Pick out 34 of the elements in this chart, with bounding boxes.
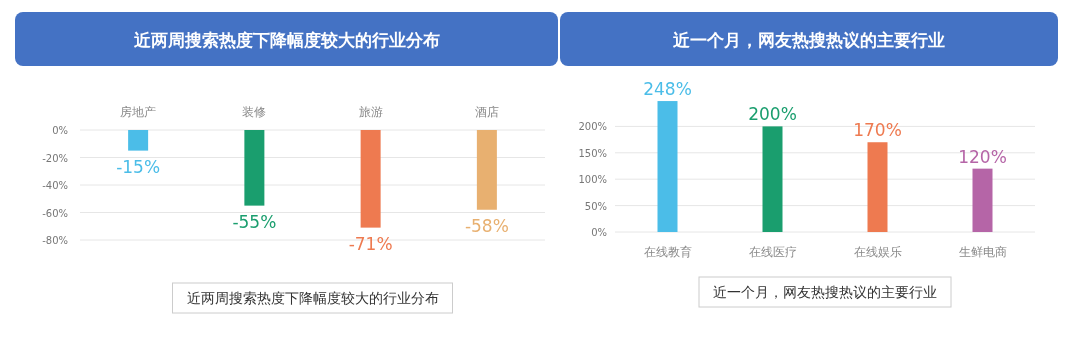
bar xyxy=(762,126,783,232)
x-tick-label: 生鲜电商 xyxy=(958,245,1007,259)
text: 近一个月，网友热搜热议的主要行业 xyxy=(713,284,937,300)
chart-title: 近两周搜索热度下降幅度较大的行业分布 xyxy=(132,30,440,50)
y-tick-label: -40% xyxy=(42,180,68,191)
x-tick-label: 在线娱乐 xyxy=(853,245,902,259)
y-tick-label: 0% xyxy=(591,227,607,238)
y-tick-label: 200% xyxy=(578,121,607,133)
chart-title: 近一个月，网友热搜热议的主要行业 xyxy=(672,30,945,50)
bar xyxy=(972,168,993,232)
data-label: 120% xyxy=(958,146,1007,167)
text: 近两周搜索热度下降幅度较大的行业分布 xyxy=(186,290,439,306)
x-tick-label: 在线教育 xyxy=(643,245,692,259)
bar xyxy=(867,142,888,232)
y-tick-label: -20% xyxy=(42,152,68,164)
data-label: 248% xyxy=(643,79,692,100)
data-label: -58% xyxy=(464,215,509,236)
data-label: -55% xyxy=(232,211,277,232)
x-tick-label: 房地产 xyxy=(120,105,157,119)
y-tick-label: 50% xyxy=(584,200,607,212)
x-tick-label: 旅游 xyxy=(358,105,383,119)
y-tick-label: 100% xyxy=(578,174,607,186)
y-tick-label: -80% xyxy=(42,235,68,246)
x-tick-label: 酒店 xyxy=(474,105,499,119)
data-label: 170% xyxy=(853,120,902,141)
data-label: 200% xyxy=(748,104,797,125)
y-tick-label: 150% xyxy=(578,147,607,159)
data-label: -15% xyxy=(116,156,161,177)
x-tick-label: 在线医疗 xyxy=(748,245,797,259)
bar xyxy=(657,101,678,232)
x-tick-label: 装修 xyxy=(242,105,267,119)
y-tick-label: 0% xyxy=(52,125,68,136)
y-tick-label: -60% xyxy=(42,207,68,219)
data-label: -71% xyxy=(348,233,393,254)
